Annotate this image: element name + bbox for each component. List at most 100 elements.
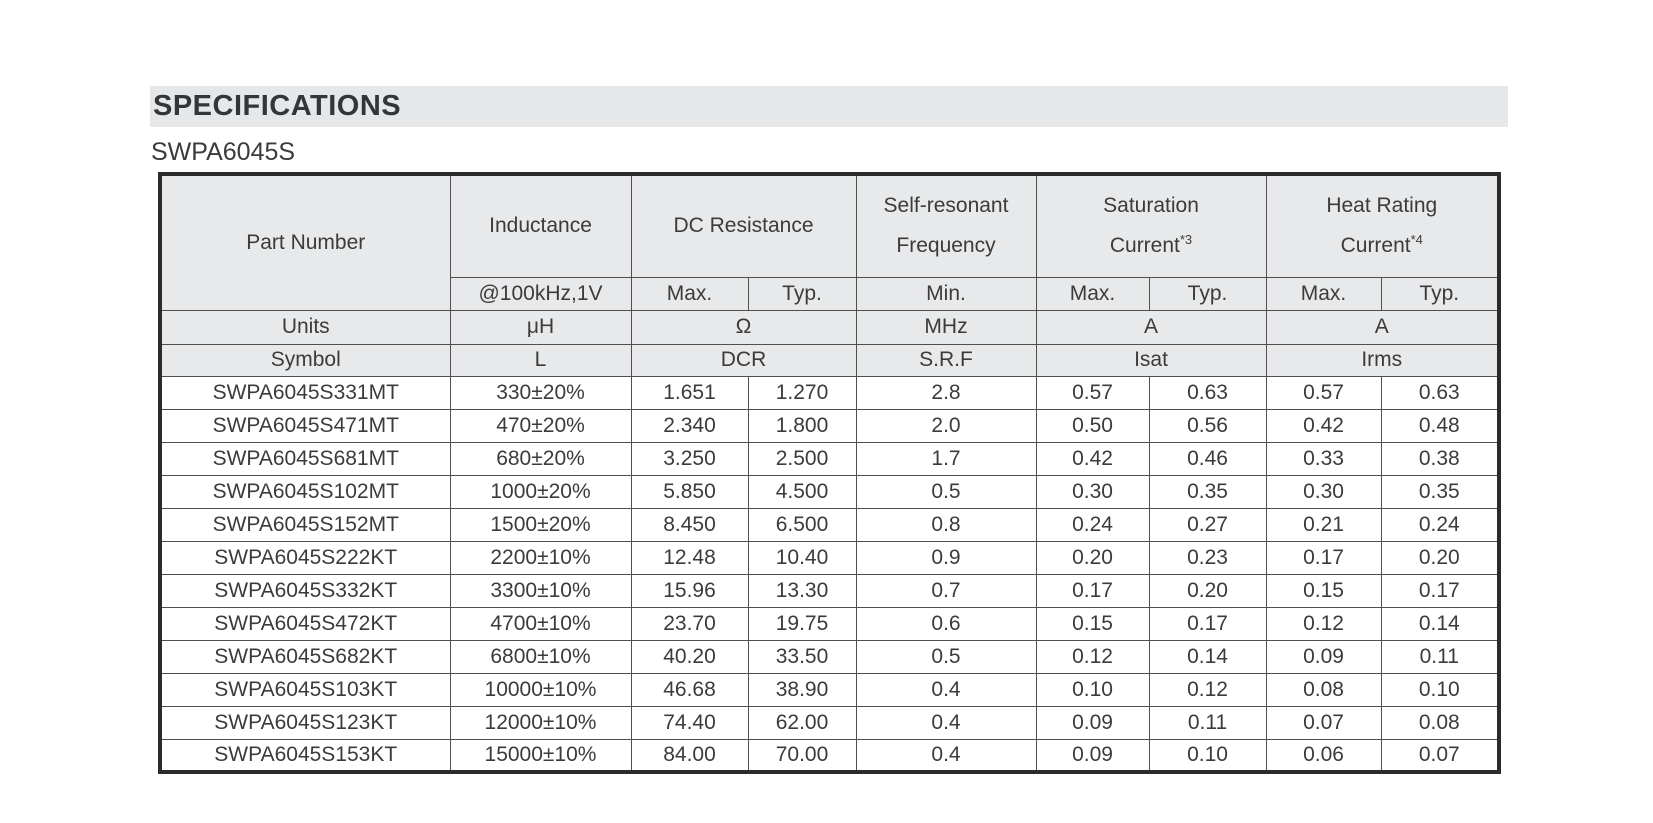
value-cell: 0.7: [855, 573, 1037, 608]
header-line: Self-resonant: [883, 194, 1009, 218]
value-cell: 0.17: [1148, 606, 1267, 641]
table-row: SWPA6045S331MT 330±20% 1.651 1.270 2.8 0.57 0.…: [159, 375, 1500, 410]
symbol-irms: Irms: [1265, 343, 1500, 377]
part-number-cell: SWPA6045S103KT: [159, 672, 451, 707]
value-cell: 0.24: [1035, 507, 1150, 542]
value-cell: 0.5: [855, 474, 1037, 509]
units-isat: A: [1035, 309, 1267, 345]
value-cell: 0.21: [1265, 507, 1382, 542]
value-cell: 1000±20%: [449, 474, 632, 509]
table-row: SWPA6045S681MT 680±20% 3.250 2.500 1.7 0.42 0.…: [159, 441, 1500, 476]
value-cell: 0.63: [1380, 375, 1500, 410]
value-cell: 1.270: [747, 375, 857, 410]
table-row: SWPA6045S332KT 3300±10% 15.96 13.30 0.7 0.17 0…: [159, 573, 1500, 608]
subheader-isat-typ: Typ.: [1148, 276, 1267, 311]
table-row: SWPA6045S123KT 12000±10% 74.40 62.00 0.4 0.09…: [159, 705, 1500, 740]
header-text: Current: [1109, 234, 1180, 258]
value-cell: 6800±10%: [449, 639, 632, 674]
value-cell: 0.4: [855, 705, 1037, 740]
value-cell: 62.00: [747, 705, 857, 740]
value-cell: 0.10: [1148, 738, 1267, 773]
value-cell: 0.12: [1035, 639, 1150, 674]
value-cell: 84.00: [630, 738, 749, 773]
value-cell: 0.42: [1035, 441, 1150, 476]
part-number-cell: SWPA6045S682KT: [159, 639, 451, 674]
units-row-label: Units: [159, 309, 451, 345]
value-cell: 0.12: [1148, 672, 1267, 707]
value-cell: 33.50: [747, 639, 857, 674]
value-cell: 0.23: [1148, 540, 1267, 575]
value-cell: 0.10: [1035, 672, 1150, 707]
symbol-srf: S.R.F: [855, 343, 1037, 377]
value-cell: 0.11: [1148, 705, 1267, 740]
value-cell: 3.250: [630, 441, 749, 476]
part-number-cell: SWPA6045S152MT: [159, 507, 451, 542]
value-cell: 0.20: [1148, 573, 1267, 608]
value-cell: 1.800: [747, 408, 857, 443]
value-cell: 0.27: [1148, 507, 1267, 542]
value-cell: 0.08: [1265, 672, 1382, 707]
value-cell: 0.42: [1265, 408, 1382, 443]
value-cell: 5.850: [630, 474, 749, 509]
value-cell: 0.07: [1380, 738, 1500, 773]
part-number-cell: SWPA6045S472KT: [159, 606, 451, 641]
units-irms: A: [1265, 309, 1500, 345]
symbol-row-label: Symbol: [159, 343, 451, 377]
value-cell: 0.11: [1380, 639, 1500, 674]
symbol-isat: Isat: [1035, 343, 1267, 377]
subheader-isat-max: Max.: [1035, 276, 1150, 311]
value-cell: 0.17: [1265, 540, 1382, 575]
table-row: SWPA6045S222KT 2200±10% 12.48 10.40 0.9 0.20 0…: [159, 540, 1500, 575]
col-header-self-resonant-frequency: Self-resonant Frequency: [855, 173, 1037, 278]
spec-table-body: SWPA6045S331MT 330±20% 1.651 1.270 2.8 0.57 0.…: [159, 375, 1500, 773]
value-cell: 0.24: [1380, 507, 1500, 542]
value-cell: 1.651: [630, 375, 749, 410]
value-cell: 40.20: [630, 639, 749, 674]
value-cell: 0.30: [1265, 474, 1382, 509]
value-cell: 0.17: [1035, 573, 1150, 608]
header-line: Heat Rating: [1326, 194, 1438, 218]
part-number-cell: SWPA6045S123KT: [159, 705, 451, 740]
value-cell: 0.4: [855, 672, 1037, 707]
value-cell: 10000±10%: [449, 672, 632, 707]
value-cell: 0.15: [1035, 606, 1150, 641]
part-number-cell: SWPA6045S332KT: [159, 573, 451, 608]
part-number-cell: SWPA6045S102MT: [159, 474, 451, 509]
value-cell: 0.6: [855, 606, 1037, 641]
value-cell: 0.14: [1380, 606, 1500, 641]
value-cell: 0.20: [1380, 540, 1500, 575]
part-number-cell: SWPA6045S222KT: [159, 540, 451, 575]
value-cell: 680±20%: [449, 441, 632, 476]
value-cell: 0.50: [1035, 408, 1150, 443]
value-cell: 70.00: [747, 738, 857, 773]
table-row: SWPA6045S102MT 1000±20% 5.850 4.500 0.5 0.30 0…: [159, 474, 1500, 509]
value-cell: 2.500: [747, 441, 857, 476]
header-line: Current*3: [1039, 226, 1264, 266]
table-row: SWPA6045S471MT 470±20% 2.340 1.800 2.0 0.50 0.…: [159, 408, 1500, 443]
value-cell: 2.0: [855, 408, 1037, 443]
units-srf: MHz: [855, 309, 1037, 345]
value-cell: 0.46: [1148, 441, 1267, 476]
value-cell: 0.57: [1265, 375, 1382, 410]
value-cell: 15.96: [630, 573, 749, 608]
value-cell: 0.48: [1380, 408, 1500, 443]
value-cell: 0.14: [1148, 639, 1267, 674]
value-cell: 0.09: [1265, 639, 1382, 674]
value-cell: 74.40: [630, 705, 749, 740]
col-header-part-number: Part Number: [159, 173, 451, 311]
value-cell: 0.17: [1380, 573, 1500, 608]
symbol-dcr: DCR: [630, 343, 857, 377]
value-cell: 0.63: [1148, 375, 1267, 410]
value-cell: 0.15: [1265, 573, 1382, 608]
header-line: Frequency: [896, 234, 996, 258]
value-cell: 0.4: [855, 738, 1037, 773]
value-cell: 38.90: [747, 672, 857, 707]
value-cell: 4700±10%: [449, 606, 632, 641]
value-cell: 0.38: [1380, 441, 1500, 476]
value-cell: 10.40: [747, 540, 857, 575]
specifications-header-bar: SPECIFICATIONS: [150, 86, 1508, 127]
value-cell: 12000±10%: [449, 705, 632, 740]
table-row: SWPA6045S153KT 15000±10% 84.00 70.00 0.4 0.09…: [159, 738, 1500, 773]
subheader-irms-typ: Typ.: [1380, 276, 1500, 311]
